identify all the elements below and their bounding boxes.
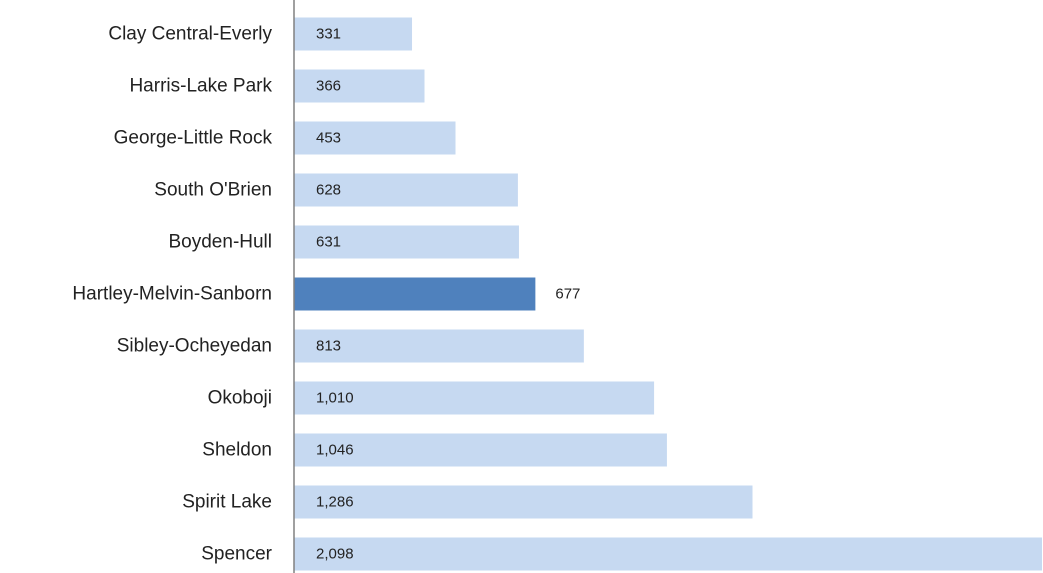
category-label: Sheldon: [202, 440, 272, 461]
value-label: 2,098: [316, 546, 354, 563]
value-labels-group: 331 366 453 628 631 677 813 1,010 1,046 1,286 2,09…: [316, 26, 580, 563]
bar: [294, 17, 413, 51]
value-label: 366: [316, 78, 341, 95]
category-labels-group: Clay Central-Everly Harris-Lake Park Georg…: [72, 24, 272, 565]
bar: [294, 329, 584, 363]
category-label: Boyden-Hull: [169, 232, 273, 253]
value-label: 453: [316, 130, 341, 147]
category-label: Okoboji: [208, 388, 272, 409]
category-label: George-Little Rock: [114, 128, 273, 149]
category-label: Spencer: [201, 544, 272, 565]
value-label: 677: [555, 286, 580, 303]
bar: [294, 381, 655, 415]
value-label: 331: [316, 26, 341, 43]
bar: [294, 225, 519, 259]
bar: [294, 485, 753, 519]
bar: [294, 433, 667, 467]
bar: [294, 537, 1042, 571]
category-label: Spirit Lake: [182, 492, 272, 513]
category-label: Hartley-Melvin-Sanborn: [72, 284, 272, 305]
bar: [294, 121, 456, 155]
category-label: Sibley-Ocheyedan: [117, 336, 272, 357]
category-label: South O'Brien: [154, 180, 272, 201]
bars-group: [294, 17, 1042, 571]
value-label: 813: [316, 338, 341, 355]
category-label: Harris-Lake Park: [129, 76, 272, 97]
value-label: 631: [316, 234, 341, 251]
bar: [294, 173, 518, 207]
value-label: 1,010: [316, 390, 354, 407]
value-label: 1,286: [316, 494, 354, 511]
bar-highlighted: [294, 277, 536, 311]
value-label: 1,046: [316, 442, 354, 459]
value-label: 628: [316, 182, 341, 199]
bar: [294, 69, 425, 103]
category-label: Clay Central-Everly: [108, 24, 272, 45]
